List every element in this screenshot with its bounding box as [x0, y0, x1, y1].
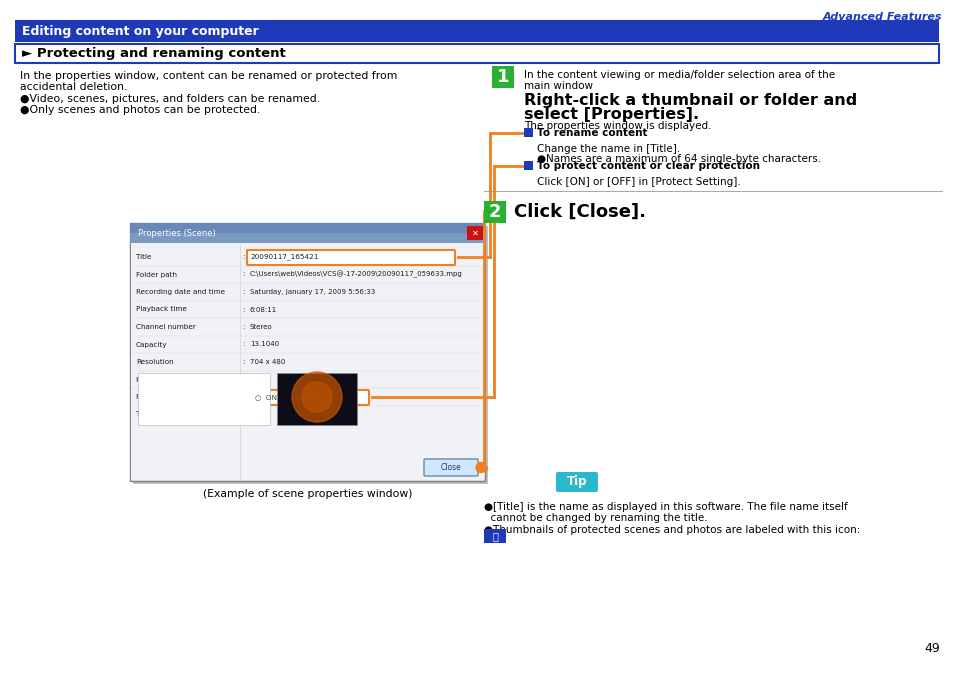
Text: Tip: Tip	[566, 476, 587, 489]
FancyBboxPatch shape	[15, 44, 938, 63]
Text: Editing content on your computer: Editing content on your computer	[22, 24, 258, 38]
FancyBboxPatch shape	[276, 373, 356, 425]
Text: Frame rate: Frame rate	[136, 376, 175, 382]
FancyBboxPatch shape	[483, 529, 505, 543]
Text: ► Protecting and renaming content: ► Protecting and renaming content	[22, 47, 286, 60]
Text: To rename content: To rename content	[537, 128, 647, 138]
Text: :: :	[242, 324, 244, 330]
Text: :: :	[242, 254, 244, 260]
FancyBboxPatch shape	[423, 459, 477, 476]
Text: 1: 1	[497, 68, 509, 86]
FancyBboxPatch shape	[523, 161, 533, 170]
FancyBboxPatch shape	[523, 128, 533, 137]
Text: Click [Close].: Click [Close].	[514, 203, 645, 221]
FancyBboxPatch shape	[15, 20, 938, 42]
Text: ●[Title] is the name as displayed in this software. The file name itself: ●[Title] is the name as displayed in thi…	[483, 502, 847, 512]
FancyBboxPatch shape	[556, 472, 598, 492]
FancyBboxPatch shape	[492, 66, 514, 88]
Circle shape	[476, 462, 485, 472]
Text: Advanced Features: Advanced Features	[821, 12, 941, 22]
Text: Recording date and time: Recording date and time	[136, 289, 225, 295]
Text: 29.97: 29.97	[250, 376, 270, 382]
Text: Channel number: Channel number	[136, 324, 195, 330]
Text: (Example of scene properties window): (Example of scene properties window)	[203, 489, 412, 499]
Text: :: :	[242, 394, 244, 400]
Text: ✕: ✕	[471, 229, 478, 238]
FancyBboxPatch shape	[247, 250, 455, 265]
Text: Folder path: Folder path	[136, 271, 177, 277]
Text: main window: main window	[523, 81, 593, 91]
Text: Playback time: Playback time	[136, 306, 187, 312]
Text: Capacity: Capacity	[136, 341, 168, 347]
FancyBboxPatch shape	[467, 226, 482, 240]
Text: In the properties window, content can be renamed or protected from: In the properties window, content can be…	[20, 71, 397, 81]
Text: accidental deletion.: accidental deletion.	[20, 82, 128, 92]
Circle shape	[302, 382, 332, 412]
Circle shape	[292, 372, 341, 422]
Text: select [Properties].: select [Properties].	[523, 107, 699, 122]
Text: 704 x 480: 704 x 480	[250, 359, 285, 365]
Text: 2: 2	[488, 203, 500, 221]
Text: Properties (Scene): Properties (Scene)	[138, 229, 215, 238]
FancyBboxPatch shape	[131, 243, 483, 480]
Text: Saturday, January 17, 2009 5:56:33: Saturday, January 17, 2009 5:56:33	[250, 289, 375, 295]
Text: 6:08:11: 6:08:11	[250, 306, 277, 312]
Text: 13.1040: 13.1040	[250, 341, 279, 347]
FancyBboxPatch shape	[130, 223, 484, 481]
FancyBboxPatch shape	[130, 233, 484, 243]
Text: Click [ON] or [OFF] in [Protect Setting].: Click [ON] or [OFF] in [Protect Setting]…	[537, 177, 740, 187]
Text: :: :	[242, 306, 244, 312]
Text: 20090117_165421: 20090117_165421	[250, 254, 318, 260]
Text: Change the name in [Title].: Change the name in [Title].	[537, 144, 679, 154]
Text: Resolution: Resolution	[136, 359, 173, 365]
Text: ⚿: ⚿	[492, 531, 497, 541]
FancyBboxPatch shape	[132, 226, 488, 484]
Text: 49: 49	[923, 642, 939, 655]
Text: :: :	[242, 376, 244, 382]
Text: Title: Title	[136, 254, 152, 260]
Text: cannot be changed by renaming the title.: cannot be changed by renaming the title.	[483, 513, 707, 523]
Text: ●Thumbnails of protected scenes and photos are labeled with this icon:: ●Thumbnails of protected scenes and phot…	[483, 525, 860, 535]
Text: :: :	[242, 359, 244, 365]
Text: :: :	[242, 411, 244, 417]
Text: In the content viewing or media/folder selection area of the: In the content viewing or media/folder s…	[523, 70, 834, 80]
FancyBboxPatch shape	[483, 201, 505, 223]
Text: Close: Close	[440, 463, 461, 472]
Text: Right-click a thumbnail or folder and: Right-click a thumbnail or folder and	[523, 93, 857, 108]
Text: To protect content or clear protection: To protect content or clear protection	[537, 161, 760, 171]
FancyBboxPatch shape	[247, 390, 369, 405]
Text: ●Only scenes and photos can be protected.: ●Only scenes and photos can be protected…	[20, 105, 260, 115]
FancyBboxPatch shape	[130, 223, 484, 243]
Text: ●Video, scenes, pictures, and folders can be renamed.: ●Video, scenes, pictures, and folders ca…	[20, 94, 320, 104]
Text: The properties window is displayed.: The properties window is displayed.	[523, 121, 711, 131]
Text: ○  ON: ○ ON	[254, 394, 276, 400]
Text: Protect Setting: Protect Setting	[136, 394, 190, 400]
Text: :: :	[242, 341, 244, 347]
Text: :: :	[242, 289, 244, 295]
Text: Title information: Title information	[136, 411, 195, 417]
Text: ●Names are a maximum of 64 single-byte characters.: ●Names are a maximum of 64 single-byte c…	[537, 154, 821, 164]
Text: ●  OFF: ● OFF	[294, 394, 319, 400]
FancyBboxPatch shape	[138, 373, 270, 425]
Text: :: :	[242, 271, 244, 277]
Text: C:\Users\web\Videos\VCS@-17-2009\20090117_059633.mpg: C:\Users\web\Videos\VCS@-17-2009\2009011…	[250, 271, 462, 278]
Text: Copy: Copy	[250, 411, 267, 417]
Text: Stereo: Stereo	[250, 324, 273, 330]
